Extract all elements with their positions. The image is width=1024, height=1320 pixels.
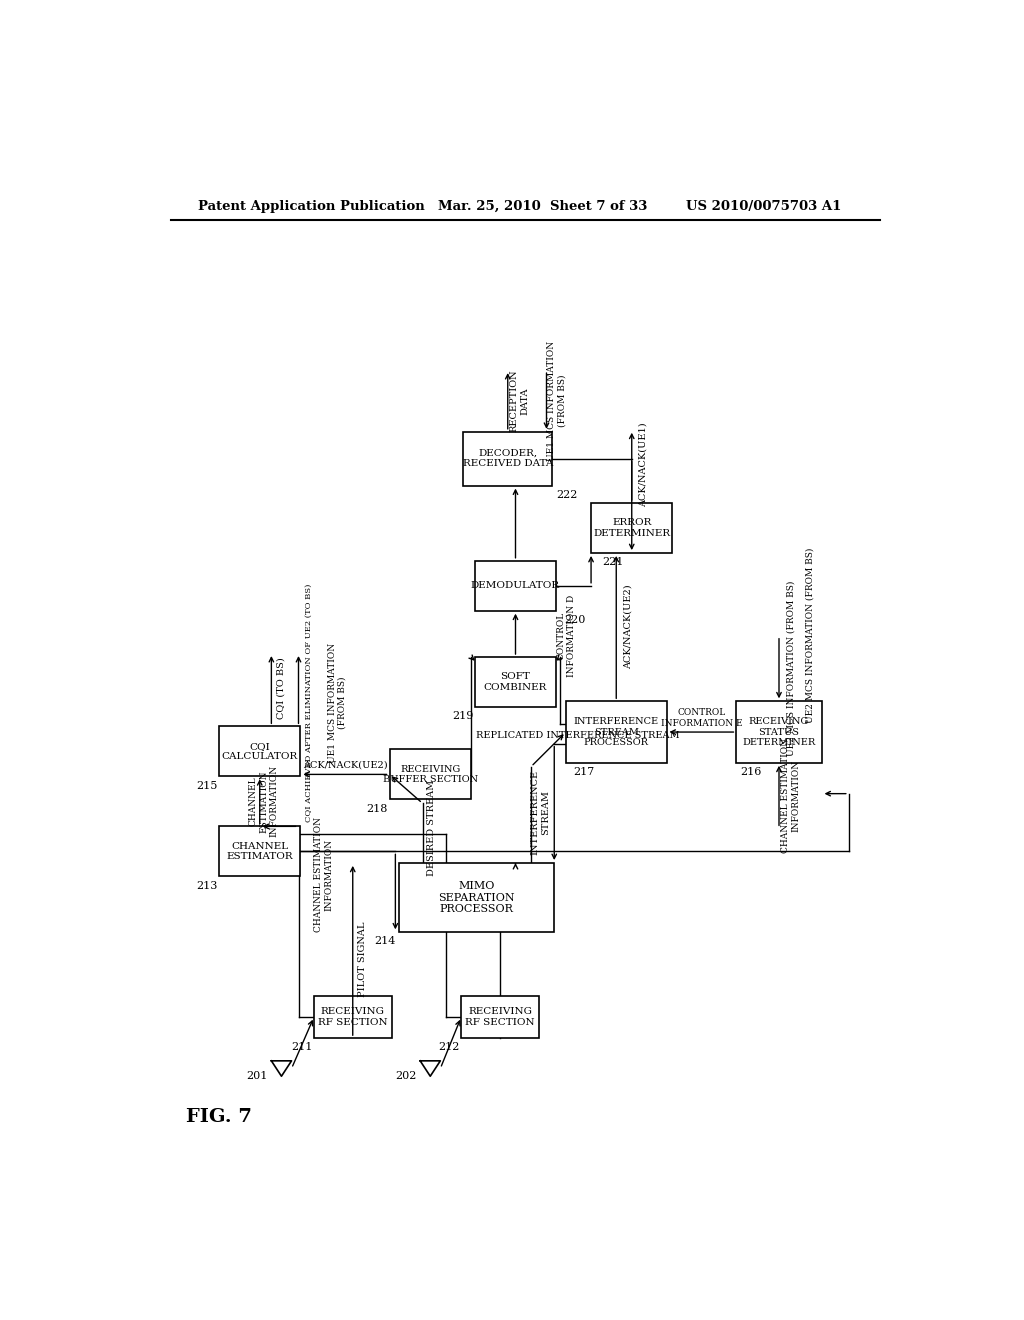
Bar (591, 503, 673, 553)
Text: 218: 218 (367, 804, 388, 813)
Bar (219, 726, 300, 776)
Bar (389, 750, 471, 800)
Text: RECEIVING
RF SECTION: RECEIVING RF SECTION (317, 1007, 387, 1027)
Text: CONTROL
INFORMATION E: CONTROL INFORMATION E (660, 709, 742, 727)
Text: SOFT
COMBINER: SOFT COMBINER (483, 672, 547, 692)
Text: UE2 MCS INFORMATION (FROM BS): UE2 MCS INFORMATION (FROM BS) (786, 581, 795, 756)
Bar (475, 657, 556, 708)
Text: REPLICATED INTERFERENCE STREAM: REPLICATED INTERFERENCE STREAM (476, 731, 679, 741)
Text: CQI
CALCULATOR: CQI CALCULATOR (221, 742, 298, 762)
Text: RECEPTION
DATA: RECEPTION DATA (510, 370, 529, 432)
Text: 217: 217 (573, 767, 595, 777)
Text: UE1 MCS INFORMATION
(FROM BS): UE1 MCS INFORMATION (FROM BS) (328, 643, 347, 763)
Text: CHANNEL ESTIMATION
INFORMATION: CHANNEL ESTIMATION INFORMATION (314, 817, 334, 932)
Text: 213: 213 (197, 880, 217, 891)
Text: 202: 202 (395, 1071, 417, 1081)
Text: DESIRED STREAM: DESIRED STREAM (427, 780, 436, 876)
Text: 220: 220 (564, 615, 586, 624)
Text: 216: 216 (740, 767, 762, 777)
Text: ACK/NACK(UE2): ACK/NACK(UE2) (624, 585, 633, 669)
Text: INTERFERENCE
STREAM
PROCESSOR: INTERFERENCE STREAM PROCESSOR (573, 717, 658, 747)
Text: FIG. 7: FIG. 7 (186, 1107, 252, 1126)
Bar (463, 432, 552, 486)
Text: US 2010/0075703 A1: US 2010/0075703 A1 (686, 199, 842, 213)
Text: Mar. 25, 2010  Sheet 7 of 33: Mar. 25, 2010 Sheet 7 of 33 (438, 199, 647, 213)
Bar (314, 995, 391, 1038)
Text: RECEIVING
RF SECTION: RECEIVING RF SECTION (465, 1007, 535, 1027)
Text: 219: 219 (452, 711, 473, 721)
Text: INTERFERENCE
STREAM: INTERFERENCE STREAM (530, 771, 550, 855)
Text: MIMO
SEPARATION
PROCESSOR: MIMO SEPARATION PROCESSOR (438, 880, 515, 915)
Text: RECEIVING
BUFFER SECTION: RECEIVING BUFFER SECTION (383, 764, 478, 784)
Text: 215: 215 (197, 780, 217, 791)
Text: CHANNEL
ESTIMATION
INFORMATION: CHANNEL ESTIMATION INFORMATION (249, 766, 279, 837)
Text: 214: 214 (374, 936, 395, 946)
Text: DEMODULATOR: DEMODULATOR (471, 581, 560, 590)
Text: ACK/NACK(UE1): ACK/NACK(UE1) (639, 422, 648, 507)
Bar (219, 826, 300, 876)
Text: CHANNEL ESTIMATION
INFORMATION: CHANNEL ESTIMATION INFORMATION (781, 738, 801, 854)
Text: UE1 MCS INFORMATION
(FROM BS): UE1 MCS INFORMATION (FROM BS) (547, 341, 566, 461)
Bar (475, 561, 556, 611)
Bar (736, 701, 821, 763)
Text: CQI ACHIEVED AFTER ELIMINATION OF UE2 (TO BS): CQI ACHIEVED AFTER ELIMINATION OF UE2 (T… (304, 583, 312, 822)
Text: CHANNEL
ESTIMATOR: CHANNEL ESTIMATOR (226, 842, 293, 861)
Text: 211: 211 (291, 1043, 312, 1052)
Text: Patent Application Publication: Patent Application Publication (198, 199, 425, 213)
Text: CONTROL
INFORMATION D: CONTROL INFORMATION D (556, 595, 575, 677)
Text: 201: 201 (246, 1071, 267, 1081)
Text: PILOT SIGNAL: PILOT SIGNAL (357, 921, 367, 997)
Bar (566, 701, 667, 763)
Text: CQI (TO BS): CQI (TO BS) (276, 657, 285, 718)
Text: RECEIVING
STATUS
DETERMINER: RECEIVING STATUS DETERMINER (742, 717, 816, 747)
Text: UE2 MCS INFORMATION (FROM BS): UE2 MCS INFORMATION (FROM BS) (806, 548, 814, 723)
Text: 221: 221 (603, 557, 624, 568)
Text: ERROR
DETERMINER: ERROR DETERMINER (593, 519, 671, 537)
Text: DECODER,
RECEIVED DATA: DECODER, RECEIVED DATA (463, 449, 553, 469)
Text: ACK/NACK(UE2): ACK/NACK(UE2) (303, 760, 387, 770)
Bar (399, 863, 554, 932)
Text: 212: 212 (438, 1043, 460, 1052)
Bar (461, 995, 539, 1038)
Text: 222: 222 (556, 490, 578, 500)
